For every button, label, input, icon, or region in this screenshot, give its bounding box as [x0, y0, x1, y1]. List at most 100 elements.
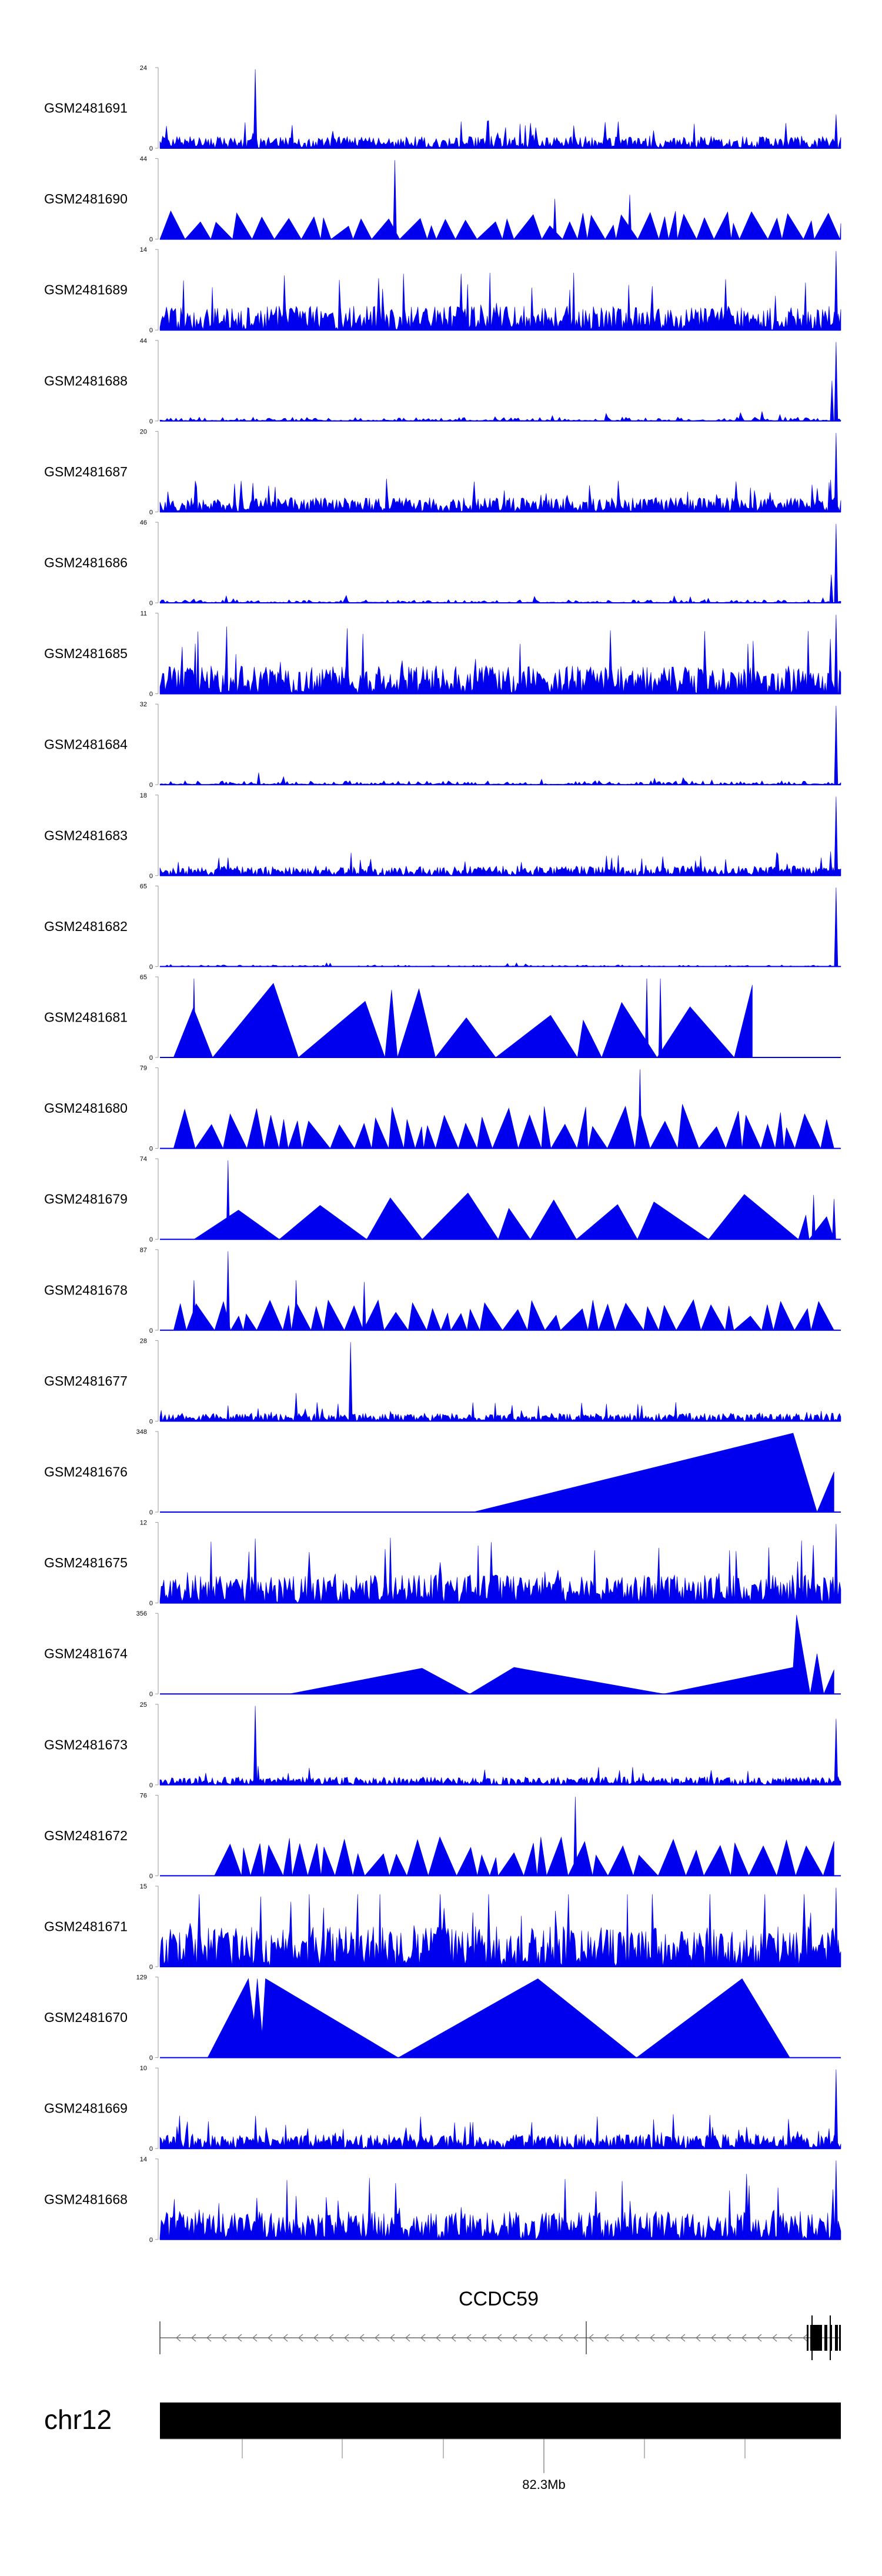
exon-block — [835, 2325, 838, 2351]
y-min-label: 0 — [149, 1782, 153, 1789]
strand-arrow — [436, 2334, 441, 2342]
y-min-label: 0 — [149, 1600, 153, 1607]
y-max-label: 44 — [140, 338, 147, 345]
y-max-label: 12 — [140, 1520, 147, 1527]
coverage-area — [159, 705, 841, 785]
strand-arrow — [665, 2334, 670, 2342]
y-min-label: 0 — [149, 1327, 153, 1334]
track-label: GSM2481689 — [44, 282, 128, 298]
track-label: GSM2481672 — [44, 1828, 128, 1843]
track-label: GSM2481682 — [44, 919, 128, 934]
track-label: GSM2481679 — [44, 1192, 128, 1207]
y-min-label: 0 — [149, 782, 153, 789]
track-label: GSM2481684 — [44, 737, 128, 752]
strand-arrow — [650, 2334, 655, 2342]
strand-arrow — [329, 2334, 334, 2342]
track-label: GSM2481674 — [44, 1646, 128, 1661]
y-min-label: 0 — [149, 691, 153, 698]
y-min-label: 0 — [149, 145, 153, 152]
track-label: GSM2481687 — [44, 464, 128, 479]
strand-arrow — [573, 2334, 579, 2342]
y-max-label: 79 — [140, 1065, 147, 1072]
y-max-label: 65 — [140, 974, 147, 981]
y-max-label: 356 — [136, 1610, 147, 1617]
strand-arrow — [726, 2334, 731, 2342]
exon-block — [807, 2325, 808, 2351]
coverage-area — [207, 1978, 790, 2058]
strand-arrow — [359, 2334, 365, 2342]
strand-arrow — [543, 2334, 548, 2342]
y-min-label: 0 — [149, 1964, 153, 1971]
strand-arrow — [680, 2334, 686, 2342]
track-label: GSM2481668 — [44, 2191, 128, 2207]
strand-arrow — [696, 2334, 701, 2342]
chromosome-bar — [160, 2403, 841, 2439]
coverage-area — [159, 887, 841, 967]
strand-arrow — [482, 2334, 487, 2342]
exon-block — [818, 2325, 822, 2351]
track-label: GSM2481677 — [44, 1373, 128, 1389]
strand-arrow — [206, 2334, 212, 2342]
y-max-label: 46 — [140, 519, 147, 526]
y-min-label: 0 — [149, 1236, 153, 1243]
strand-arrow — [344, 2334, 349, 2342]
strand-arrow — [283, 2334, 288, 2342]
track-label: GSM2481681 — [44, 1010, 128, 1025]
y-min-label: 0 — [149, 2237, 153, 2244]
strand-arrow — [558, 2334, 563, 2342]
track-label: GSM2481688 — [44, 373, 128, 388]
y-min-label: 0 — [149, 1418, 153, 1425]
track-label: GSM2481678 — [44, 1282, 128, 1297]
strand-arrow — [466, 2334, 472, 2342]
strand-arrow — [497, 2334, 502, 2342]
y-max-label: 65 — [140, 883, 147, 890]
strand-arrow — [619, 2334, 624, 2342]
y-max-label: 15 — [140, 1883, 147, 1890]
exon-block — [839, 2325, 841, 2351]
y-min-label: 0 — [149, 1055, 153, 1062]
strand-arrow — [268, 2334, 273, 2342]
coverage-area — [159, 342, 841, 422]
coverage-area — [159, 2069, 841, 2150]
y-max-label: 18 — [140, 792, 147, 799]
strand-arrow — [298, 2334, 303, 2342]
strand-arrow — [405, 2334, 410, 2342]
track-label: GSM2481671 — [44, 1919, 128, 1934]
track-label: GSM2481691 — [44, 101, 128, 116]
strand-arrow — [252, 2334, 258, 2342]
coverage-area — [159, 523, 841, 603]
strand-arrow — [757, 2334, 762, 2342]
coverage-area — [173, 978, 753, 1058]
track-label: GSM2481685 — [44, 646, 128, 661]
coverage-area — [173, 1069, 834, 1149]
track-label: GSM2481676 — [44, 1464, 128, 1480]
strand-arrow — [803, 2334, 808, 2342]
coverage-area — [159, 251, 841, 331]
strand-arrow — [772, 2334, 777, 2342]
strand-arrow — [787, 2334, 793, 2342]
track-label: GSM2481690 — [44, 191, 128, 206]
track-label: GSM2481670 — [44, 2010, 128, 2025]
coverage-area — [159, 1706, 841, 1786]
track-label: GSM2481680 — [44, 1100, 128, 1116]
y-min-label: 0 — [149, 2145, 153, 2153]
strand-arrow — [451, 2334, 456, 2342]
strand-arrow — [527, 2334, 533, 2342]
y-max-label: 87 — [140, 1247, 147, 1254]
strand-arrow — [589, 2334, 594, 2342]
chromosome-label: chr12 — [44, 2404, 112, 2435]
y-min-label: 0 — [149, 1509, 153, 1516]
y-max-label: 14 — [140, 246, 147, 253]
y-min-label: 0 — [149, 873, 153, 880]
strand-arrow — [604, 2334, 609, 2342]
y-min-label: 0 — [149, 1873, 153, 1880]
strand-arrow — [741, 2334, 747, 2342]
gene-name-label: CCDC59 — [459, 2288, 539, 2310]
y-max-label: 10 — [140, 2065, 147, 2072]
coverage-area — [159, 796, 841, 876]
track-label: GSM2481675 — [44, 1555, 128, 1570]
y-max-label: 20 — [140, 428, 147, 435]
track-label: GSM2481686 — [44, 555, 128, 570]
